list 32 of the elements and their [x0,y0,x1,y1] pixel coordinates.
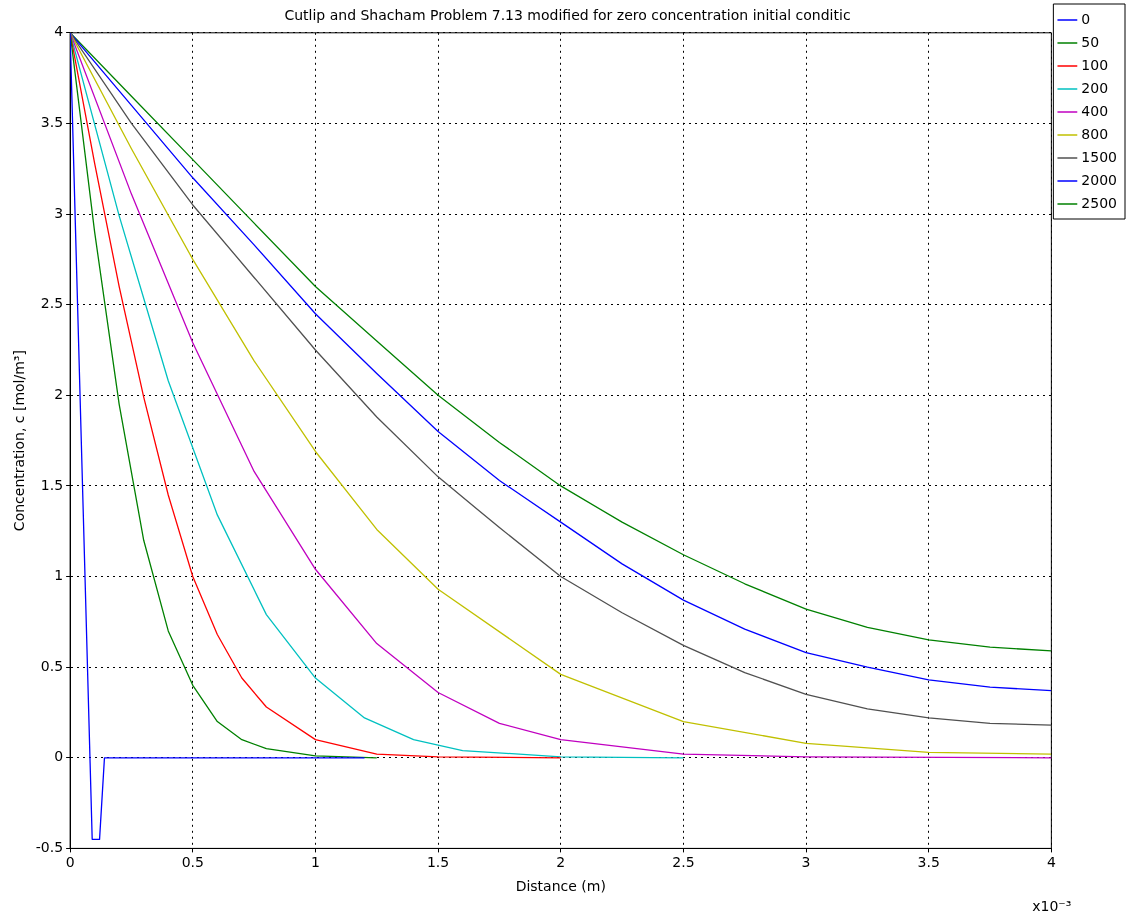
legend-label: 100 [1081,56,1109,73]
x-tick-label: 3 [801,854,811,871]
x-tick-label: 3.5 [917,854,940,871]
legend-label: 800 [1081,125,1109,142]
legend-label: 2000 [1081,171,1118,188]
y-tick-label: 0 [54,748,64,765]
x-tick-label: 2 [556,854,566,871]
text: x10⁻³ [1032,898,1072,915]
y-tick-label: 3 [54,204,64,221]
chart-title: Cutlip and Shacham Problem 7.13 modified for zero concentration initial conditic [284,7,851,24]
x-axis-title: Distance (m) [515,878,606,895]
y-axis-title: Concentration, c [mol/m³] [11,350,28,532]
legend-label: 400 [1081,102,1109,119]
x-tick-label: 0.5 [181,854,204,871]
x-tick-label: 0 [65,854,75,871]
y-tick-label: 3.5 [40,114,64,131]
y-tick-label: 4 [54,23,64,40]
y-tick-label: -0.5 [35,839,64,856]
y-tick-label: 0.5 [40,657,64,674]
legend-label: 0 [1081,10,1091,27]
x-tick-label: 4 [1046,854,1056,871]
y-tick-label: 2 [54,385,64,402]
legend-label: 200 [1081,79,1109,96]
y-tick-label: 2.5 [40,295,64,312]
x-tick-label: 1 [310,854,320,871]
legend-label: 2500 [1081,194,1118,211]
y-tick-label: 1 [54,567,64,584]
y-tick-label: 1.5 [40,476,64,493]
legend-label: 1500 [1081,148,1118,165]
legend-label: 50 [1081,33,1100,50]
x-tick-label: 2.5 [672,854,695,871]
x-tick-label: 1.5 [426,854,450,871]
